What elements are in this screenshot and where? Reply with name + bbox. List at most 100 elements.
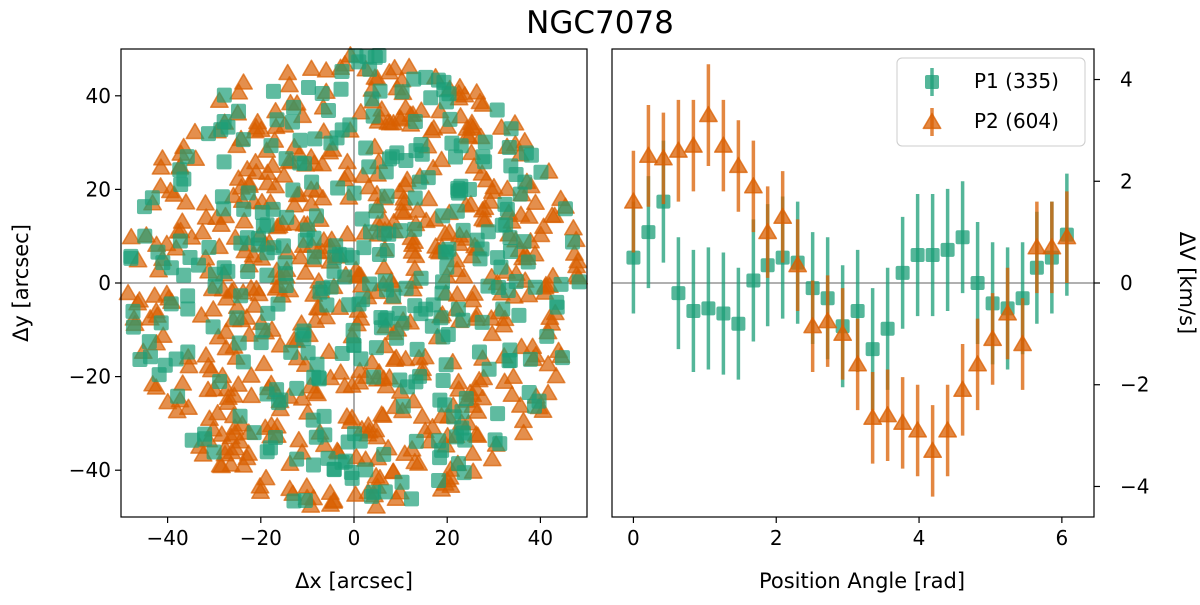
star-point-p2 xyxy=(274,166,294,183)
left-x-tick-label: 20 xyxy=(434,526,459,550)
star-point-p2 xyxy=(351,103,371,120)
star-point-p1 xyxy=(425,297,441,313)
star-point-p1 xyxy=(345,322,361,338)
mean-point-p2 xyxy=(803,316,823,334)
mean-point-p1 xyxy=(895,265,910,280)
star-point-p1 xyxy=(182,250,198,266)
left-x-tick-label: 0 xyxy=(348,526,361,550)
star-point-p2 xyxy=(408,201,428,218)
star-point-p1 xyxy=(389,330,405,346)
left-y-tick-label: 0 xyxy=(98,271,111,295)
star-point-p1 xyxy=(309,356,325,372)
star-point-p2 xyxy=(193,222,213,240)
star-point-p1 xyxy=(455,222,471,238)
right-y-tick-label: 0 xyxy=(1120,271,1133,295)
star-point-p2 xyxy=(531,225,551,243)
star-point-p2 xyxy=(241,366,261,383)
star-point-p2 xyxy=(306,311,325,329)
star-point-p1 xyxy=(361,159,377,175)
star-point-p1 xyxy=(557,201,573,217)
star-point-p1 xyxy=(263,138,279,154)
mean-point-p1 xyxy=(671,286,686,301)
right-x-tick-label: 4 xyxy=(913,526,926,550)
star-point-p2 xyxy=(534,217,554,234)
star-point-p1 xyxy=(136,199,152,215)
star-point-p1 xyxy=(216,87,232,103)
star-point-p1 xyxy=(141,334,157,350)
star-point-p1 xyxy=(278,277,294,293)
star-point-p1 xyxy=(153,315,169,331)
mean-point-p1 xyxy=(686,303,701,318)
star-point-p2 xyxy=(121,227,141,245)
star-point-p2 xyxy=(540,308,560,326)
star-point-p1 xyxy=(253,335,269,351)
star-point-p2 xyxy=(319,342,339,360)
star-point-p1 xyxy=(239,230,255,246)
star-point-p1 xyxy=(407,190,423,206)
star-point-p2 xyxy=(284,196,304,213)
star-point-p2 xyxy=(399,57,419,75)
legend-triangle-p2 xyxy=(922,112,942,130)
star-point-p1 xyxy=(163,296,179,312)
star-point-p1 xyxy=(379,188,395,204)
star-point-p2 xyxy=(476,170,496,188)
right-y-tick-label: 4 xyxy=(1120,68,1133,92)
right-x-tick-label: 6 xyxy=(1055,526,1068,550)
star-point-p1 xyxy=(372,83,388,99)
star-point-p1 xyxy=(436,82,452,98)
star-point-p1 xyxy=(368,203,384,219)
star-point-p2 xyxy=(350,373,369,390)
star-point-p2 xyxy=(346,485,366,502)
star-point-p2 xyxy=(503,367,523,384)
star-point-p1 xyxy=(314,85,330,101)
star-point-p1 xyxy=(531,393,547,409)
star-point-p2 xyxy=(432,150,452,168)
star-point-p2 xyxy=(146,378,166,395)
star-point-p1 xyxy=(487,432,503,448)
star-point-p1 xyxy=(220,263,236,279)
star-point-p1 xyxy=(448,149,464,165)
mean-point-p2 xyxy=(788,255,808,273)
star-point-p2 xyxy=(473,201,493,218)
star-point-p1 xyxy=(137,228,153,244)
star-point-p1 xyxy=(394,84,410,100)
star-point-p2 xyxy=(280,75,299,93)
mean-point-p1 xyxy=(731,316,746,331)
star-point-p1 xyxy=(434,442,450,458)
star-point-p1 xyxy=(306,249,322,265)
star-point-p1 xyxy=(348,48,364,64)
star-point-p2 xyxy=(366,497,386,514)
star-point-p1 xyxy=(454,404,470,420)
star-point-p1 xyxy=(474,314,490,330)
star-point-p1 xyxy=(346,185,362,201)
left-x-tick-label: −20 xyxy=(240,526,282,550)
star-point-p1 xyxy=(207,278,223,294)
star-point-p1 xyxy=(179,149,195,165)
star-point-p1 xyxy=(344,250,360,266)
star-point-p2 xyxy=(290,247,310,265)
star-point-p1 xyxy=(376,446,392,462)
star-point-p1 xyxy=(407,113,423,129)
star-point-p1 xyxy=(398,280,414,296)
mean-point-p1 xyxy=(701,301,716,316)
star-point-p1 xyxy=(327,249,343,265)
right-ticks: 0 2 4 6 −4 −2 0 2 4 xyxy=(627,68,1149,550)
left-panel: −40 −20 0 20 40 −40 −20 0 20 40 Δx [arcsec] Δy [a… xyxy=(9,45,589,593)
star-point-p1 xyxy=(319,297,335,313)
star-point-p1 xyxy=(355,292,371,308)
star-point-p1 xyxy=(358,462,374,478)
star-point-p2 xyxy=(366,420,386,438)
star-point-p1 xyxy=(197,431,213,447)
star-point-p2 xyxy=(514,423,534,441)
star-point-p1 xyxy=(442,111,458,127)
star-point-p1 xyxy=(231,103,247,119)
star-point-p1 xyxy=(539,328,555,344)
star-point-p2 xyxy=(316,307,336,325)
star-point-p2 xyxy=(419,189,439,207)
star-point-p1 xyxy=(265,83,281,99)
star-point-p1 xyxy=(508,273,524,289)
star-point-p2 xyxy=(353,166,373,184)
star-point-p2 xyxy=(256,468,276,486)
star-point-p1 xyxy=(297,492,313,508)
mean-point-p2 xyxy=(938,421,958,438)
